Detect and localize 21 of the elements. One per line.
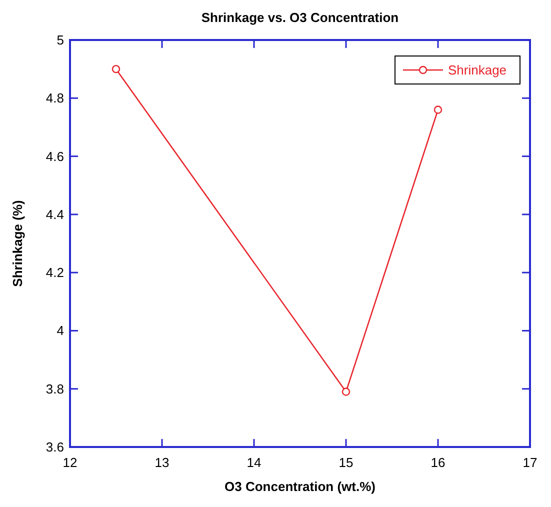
point xyxy=(342,388,350,396)
y-tick-label: 4 xyxy=(56,323,64,338)
y-tick-label: 5 xyxy=(56,32,64,48)
x-axis-title: O3 Concentration (wt.%) xyxy=(224,479,376,494)
point xyxy=(434,106,442,114)
y-tick-label: 4.6 xyxy=(46,148,64,164)
y-tick-label: 4.8 xyxy=(46,90,64,106)
chart-title: Shrinkage vs. O3 Concentration xyxy=(201,10,399,25)
y-axis-title: Shrinkage (%) xyxy=(10,200,25,287)
legend-label: Shrinkage xyxy=(448,62,507,78)
y-tick-label: 3.6 xyxy=(46,440,64,454)
x-tick-label: 12 xyxy=(62,455,78,470)
x-tick-label: 17 xyxy=(522,455,538,470)
y-tick-label: 4.2 xyxy=(46,265,64,280)
x-tick-label: 14 xyxy=(246,455,262,470)
y-tick-label: 4.4 xyxy=(46,206,64,222)
x-tick-label: 13 xyxy=(154,455,170,470)
x-tick-label: 15 xyxy=(338,455,354,470)
y-tick-label: 3.8 xyxy=(46,381,64,396)
x-tick-label: 16 xyxy=(430,455,446,470)
point xyxy=(112,64,120,74)
